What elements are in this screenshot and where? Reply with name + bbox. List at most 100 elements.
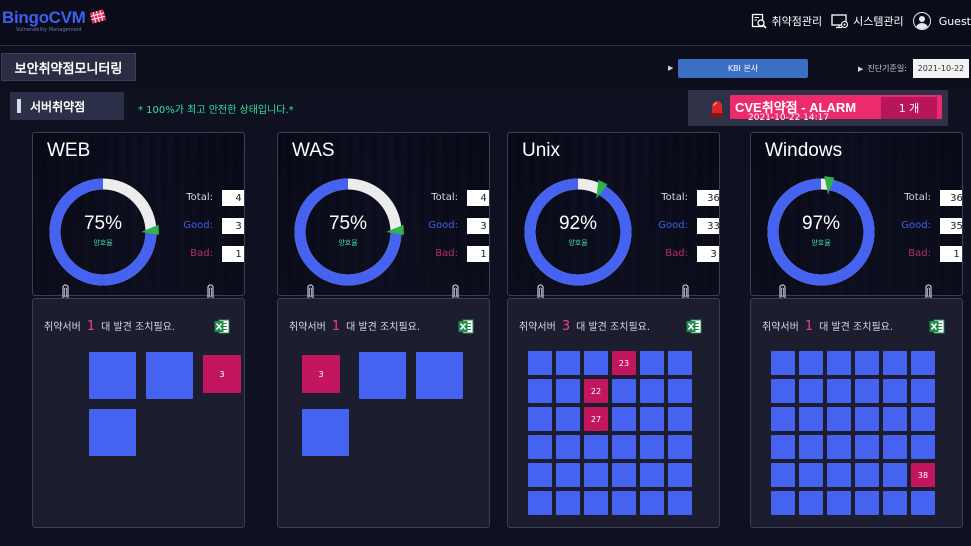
- server-tile[interactable]: [855, 407, 879, 431]
- server-tile[interactable]: [855, 351, 879, 375]
- excel-export-icon[interactable]: [929, 319, 945, 334]
- server-tile-vulnerable[interactable]: 23: [612, 351, 636, 375]
- server-tile[interactable]: [911, 491, 935, 515]
- panel-name: WAS: [292, 140, 335, 161]
- server-tile[interactable]: [302, 409, 349, 456]
- server-tile[interactable]: [883, 491, 907, 515]
- server-tile-vulnerable[interactable]: 38: [911, 463, 935, 487]
- server-tile[interactable]: [827, 407, 851, 431]
- server-tile[interactable]: [883, 379, 907, 403]
- server-tile[interactable]: [668, 435, 692, 459]
- server-tile[interactable]: [911, 379, 935, 403]
- server-tile[interactable]: [911, 435, 935, 459]
- server-tile[interactable]: [855, 435, 879, 459]
- server-tile[interactable]: [827, 435, 851, 459]
- server-tile[interactable]: [771, 435, 795, 459]
- server-tile[interactable]: [799, 463, 823, 487]
- server-tile[interactable]: [883, 351, 907, 375]
- cve-alarm-count[interactable]: 1 개: [881, 97, 937, 119]
- server-tile[interactable]: [640, 407, 664, 431]
- server-tile[interactable]: [89, 409, 136, 456]
- server-tile[interactable]: [668, 463, 692, 487]
- server-tile[interactable]: [556, 379, 580, 403]
- server-tile[interactable]: [640, 379, 664, 403]
- server-tile[interactable]: [855, 463, 879, 487]
- server-tile[interactable]: [640, 351, 664, 375]
- server-tile[interactable]: [584, 491, 608, 515]
- server-tile[interactable]: [799, 491, 823, 515]
- server-tile[interactable]: [883, 463, 907, 487]
- stat-total-label: Total:: [661, 192, 688, 203]
- server-tile[interactable]: [799, 379, 823, 403]
- server-tile[interactable]: [640, 491, 664, 515]
- server-tile[interactable]: [528, 407, 552, 431]
- server-tile[interactable]: [771, 463, 795, 487]
- server-tile[interactable]: [668, 407, 692, 431]
- cve-alarm[interactable]: CVE취약점 - ALARM 2021-10-22 14:17 1 개: [688, 90, 948, 126]
- server-tile[interactable]: [584, 351, 608, 375]
- stat-good-label: Good:: [658, 220, 688, 231]
- server-tile-vulnerable[interactable]: 3: [203, 355, 241, 393]
- server-tile[interactable]: [359, 352, 406, 399]
- server-tile[interactable]: [416, 352, 463, 399]
- server-tile[interactable]: [612, 491, 636, 515]
- server-tile[interactable]: [556, 491, 580, 515]
- server-tile[interactable]: [827, 379, 851, 403]
- server-tile[interactable]: [771, 351, 795, 375]
- server-tile[interactable]: [799, 407, 823, 431]
- server-tile[interactable]: [771, 379, 795, 403]
- app-logo[interactable]: BingoCVM Vulnerability Management: [2, 8, 108, 36]
- server-tile[interactable]: [556, 463, 580, 487]
- server-tile[interactable]: [911, 407, 935, 431]
- server-tile[interactable]: [799, 435, 823, 459]
- server-tile-vulnerable[interactable]: 3: [302, 355, 340, 393]
- server-tile[interactable]: [612, 463, 636, 487]
- safety-donut-chart: 97% 양호율: [764, 175, 878, 289]
- server-tile[interactable]: [528, 379, 552, 403]
- section-header: 서버취약점: [10, 92, 124, 120]
- server-tile[interactable]: [827, 463, 851, 487]
- server-tile[interactable]: [855, 379, 879, 403]
- excel-export-icon[interactable]: [686, 319, 702, 334]
- server-tile[interactable]: [668, 491, 692, 515]
- server-tile[interactable]: [556, 407, 580, 431]
- server-tile[interactable]: [668, 379, 692, 403]
- server-tile[interactable]: [146, 352, 193, 399]
- server-tile[interactable]: [640, 435, 664, 459]
- server-tile[interactable]: [883, 407, 907, 431]
- server-tile[interactable]: [528, 351, 552, 375]
- server-tile-vulnerable[interactable]: 27: [584, 407, 608, 431]
- date-input[interactable]: 2021-10-22: [912, 58, 969, 78]
- server-tile[interactable]: [911, 351, 935, 375]
- stat-good-value: 3: [222, 218, 244, 234]
- safety-percent: 92%: [558, 213, 598, 234]
- server-tile[interactable]: [89, 352, 136, 399]
- excel-export-icon[interactable]: [458, 319, 474, 334]
- server-tile[interactable]: [528, 491, 552, 515]
- server-tile[interactable]: [528, 435, 552, 459]
- server-tile[interactable]: [827, 351, 851, 375]
- organization-select[interactable]: KBI 본사: [678, 58, 808, 78]
- server-tile-vulnerable[interactable]: 22: [584, 379, 608, 403]
- server-tile[interactable]: [771, 491, 795, 515]
- nav-system-management[interactable]: 시스템관리: [831, 13, 904, 29]
- stat-bad-value: 1: [467, 246, 489, 262]
- server-tile[interactable]: [668, 351, 692, 375]
- server-tile[interactable]: [584, 435, 608, 459]
- server-tile[interactable]: [556, 435, 580, 459]
- server-tile[interactable]: [612, 407, 636, 431]
- server-tile[interactable]: [771, 407, 795, 431]
- server-tile[interactable]: [883, 435, 907, 459]
- nav-vulnerability-management[interactable]: 취약점관리: [751, 13, 822, 29]
- server-tile[interactable]: [584, 463, 608, 487]
- server-tile[interactable]: [612, 379, 636, 403]
- server-tile[interactable]: [528, 463, 552, 487]
- excel-export-icon[interactable]: [214, 319, 230, 334]
- server-tile[interactable]: [640, 463, 664, 487]
- server-tile[interactable]: [827, 491, 851, 515]
- server-tile[interactable]: [855, 491, 879, 515]
- server-tile[interactable]: [799, 351, 823, 375]
- server-tile[interactable]: [612, 435, 636, 459]
- server-tile[interactable]: [556, 351, 580, 375]
- user-menu[interactable]: Guest: [912, 12, 971, 30]
